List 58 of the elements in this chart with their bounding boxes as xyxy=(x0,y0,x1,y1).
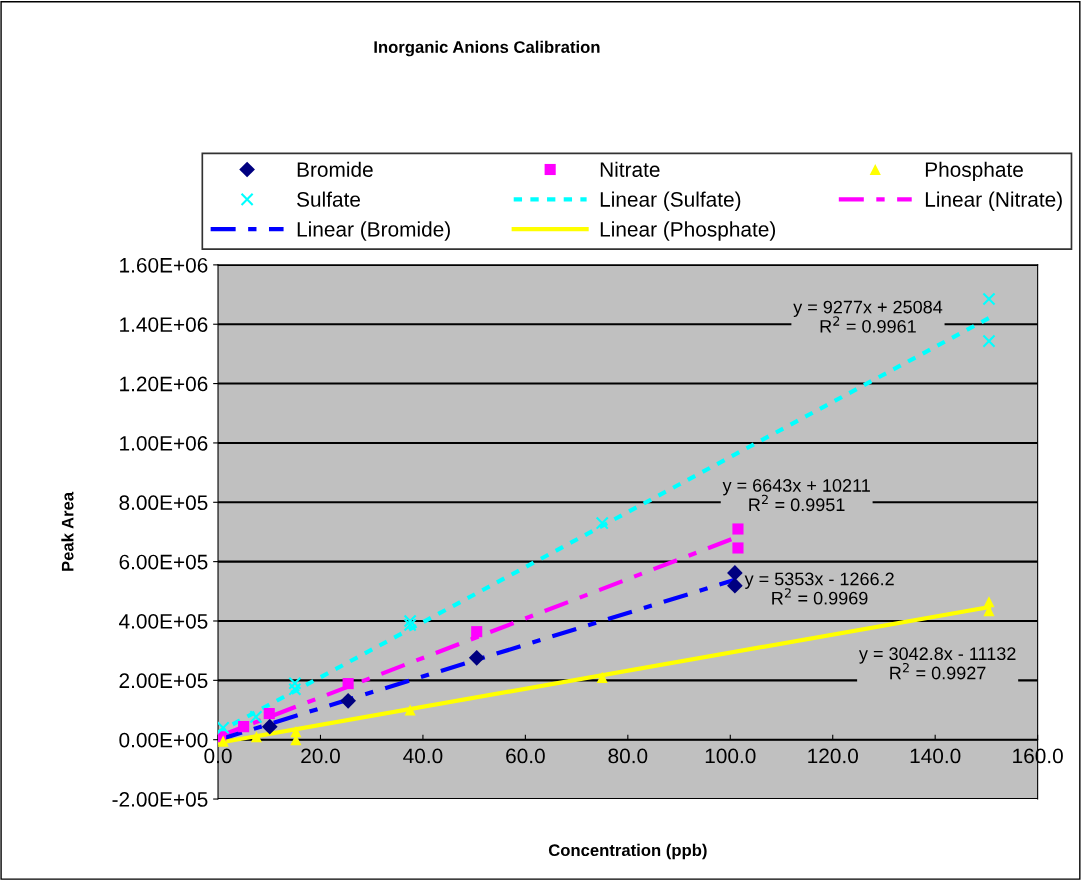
y-tick-label: 1.00E+06 xyxy=(120,435,208,451)
legend-label: Linear (Nitrate) xyxy=(925,191,1062,211)
x-tick-label: 140.0 xyxy=(910,748,961,764)
point xyxy=(249,710,263,724)
legend-label: Nitrate xyxy=(600,161,660,177)
annotation: y = 5353x - 1266.2 R$^{2}$ = 0.9969 xyxy=(744,572,894,605)
point xyxy=(727,577,743,594)
point xyxy=(403,618,417,632)
x-tick-label: 60.0 xyxy=(506,748,545,764)
point xyxy=(290,726,302,738)
legend-label: Sulfate xyxy=(297,191,360,207)
point xyxy=(727,565,743,581)
y-tick-label: 0.00E+00 xyxy=(119,732,208,748)
x-tick-label: 20.0 xyxy=(301,748,340,764)
point xyxy=(288,682,302,696)
y-tick-label: 6.00E+05 xyxy=(119,554,208,570)
x-tick-label: 100.0 xyxy=(705,748,756,764)
point xyxy=(982,334,996,348)
point xyxy=(342,678,354,690)
point xyxy=(288,676,302,690)
y-tick-label: 1.40E+06 xyxy=(120,317,208,332)
x-tick-label: 80.0 xyxy=(608,748,648,764)
y-tick-label: -2.00E+05 xyxy=(112,792,208,807)
legend-label: Linear (Phosphate) xyxy=(600,221,776,241)
point xyxy=(732,523,744,535)
point xyxy=(250,731,262,743)
x-axis-title: Concentration (ppb) xyxy=(548,843,707,860)
legend-label: Linear (Sulfate) xyxy=(600,191,741,211)
point xyxy=(218,735,229,747)
point xyxy=(404,704,416,716)
legend-label: Phosphate xyxy=(925,161,1023,182)
point xyxy=(238,721,250,733)
point xyxy=(982,292,996,306)
point xyxy=(596,671,608,683)
annotation: y = 9277x + 25084 R$^{2}$ = 0.9961 xyxy=(793,300,943,333)
annotation: y = 3042.8x - 11132 R$^{2}$ = 0.9927 xyxy=(858,647,1016,680)
point xyxy=(340,692,356,709)
y-tick-label: 1.60E+06 xyxy=(120,257,208,273)
point xyxy=(263,708,275,720)
y-tick-label: 1.20E+06 xyxy=(120,376,208,392)
chart-title: Inorganic Anions Calibration xyxy=(374,40,600,57)
y-tick-label: 8.00E+05 xyxy=(119,495,208,511)
point xyxy=(468,649,485,666)
y-axis-title: Peak Area xyxy=(61,491,74,571)
y-tick-label: 4.00E+05 xyxy=(119,613,208,629)
point xyxy=(983,596,995,608)
annotation: y = 6643x + 10211 R$^{2}$ = 0.9951 xyxy=(722,479,870,512)
x-tick-label: 40.0 xyxy=(403,748,443,764)
point xyxy=(218,721,230,735)
point xyxy=(471,626,483,638)
point xyxy=(595,516,609,530)
point xyxy=(732,542,744,554)
point xyxy=(261,718,278,735)
legend-label: Linear (Bromide) xyxy=(297,221,450,241)
point xyxy=(403,614,417,628)
legend-label: Bromide xyxy=(297,161,373,177)
x-tick-label: 120.0 xyxy=(808,748,858,764)
y-tick-label: 2.00E+05 xyxy=(119,673,208,689)
